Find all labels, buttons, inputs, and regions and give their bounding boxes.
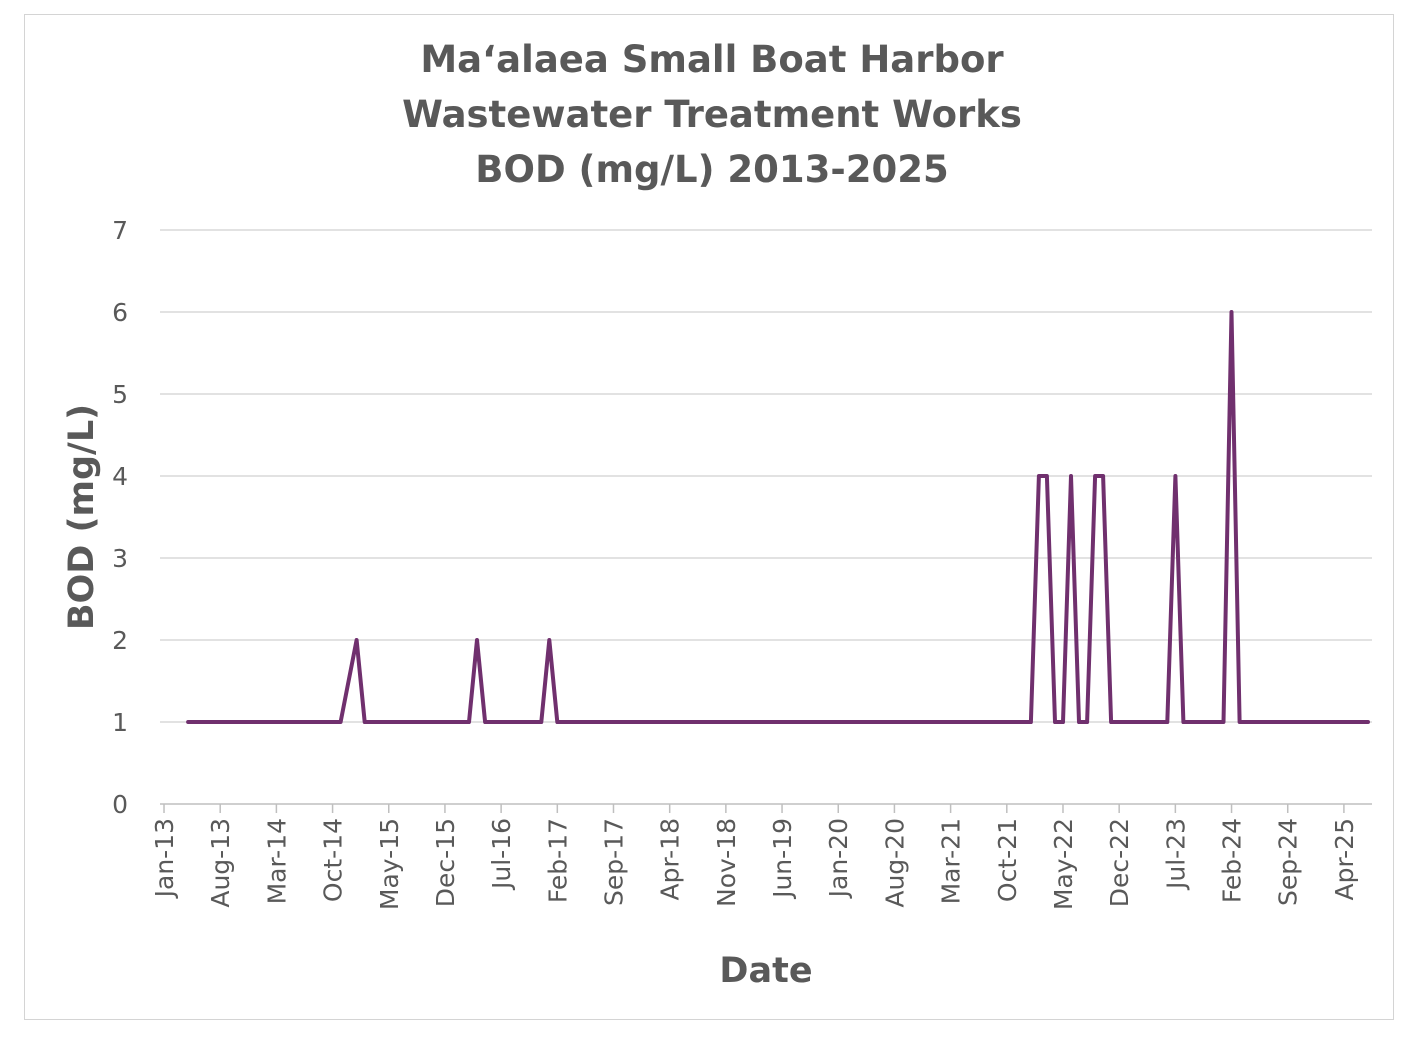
y-axis: 0 1 2 3 4 5 6 7 [112, 216, 128, 819]
chart-title-line-2: Wastewater Treatment Works [402, 93, 1022, 136]
x-axis-title: Date [719, 951, 812, 991]
x-tick-label: Oct-21 [993, 818, 1022, 902]
x-axis [160, 803, 1372, 813]
x-tick-label: Oct-14 [319, 818, 348, 902]
y-tick-label: 2 [112, 626, 128, 655]
x-tick-label: Dec-22 [1105, 818, 1134, 907]
y-tick-label: 6 [112, 298, 128, 327]
chart-title-line-3: BOD (mg/L) 2013-2025 [475, 148, 949, 191]
y-axis-title: BOD (mg/L) [62, 404, 102, 630]
series-line [186, 310, 1370, 724]
x-tick-label: Aug-20 [880, 818, 909, 908]
x-tick-labels: Jan-13 Aug-13 Mar-14 Oct-14 May-15 Dec-15 Jul-… [150, 818, 1359, 910]
x-tick-label: Sep-17 [599, 818, 628, 906]
chart-title-line-1: Maʻalaea Small Boat Harbor [420, 38, 1004, 81]
chart-frame [24, 14, 1394, 1020]
x-tick-label: Mar-21 [937, 818, 966, 904]
x-tick-label: Feb-24 [1218, 818, 1247, 903]
chart-title: Maʻalaea Small Boat Harbor Wastewater Tr… [0, 32, 1424, 197]
x-tick-label: Aug-13 [206, 818, 235, 908]
x-tick-label: Dec-15 [431, 818, 460, 907]
y-tick-label: 3 [112, 544, 128, 573]
x-tick-label: Jan-13 [150, 818, 179, 899]
gridlines [160, 229, 1372, 723]
x-tick-label: May-22 [1049, 818, 1078, 910]
y-tick-label: 7 [112, 216, 128, 245]
series-layer [186, 310, 1370, 724]
y-tick-label: 0 [112, 790, 128, 819]
x-tick-label: Feb-17 [543, 818, 572, 903]
x-tick-label: Jul-16 [487, 818, 516, 891]
x-tick-label: Jan-20 [824, 818, 853, 899]
y-tick-label: 1 [112, 708, 128, 737]
x-tick-label: Jun-19 [768, 818, 797, 900]
x-tick-label: Apr-25 [1330, 818, 1359, 900]
y-tick-label: 5 [112, 380, 128, 409]
x-tick-label: May-15 [375, 818, 404, 910]
x-tick-label: Mar-14 [262, 818, 291, 904]
x-tick-label: Sep-24 [1274, 818, 1303, 906]
x-tick-label: Jul-23 [1161, 818, 1190, 891]
x-tick-label: Nov-18 [712, 818, 741, 907]
x-tick-label: Apr-18 [656, 818, 685, 900]
y-tick-label: 4 [112, 462, 128, 491]
